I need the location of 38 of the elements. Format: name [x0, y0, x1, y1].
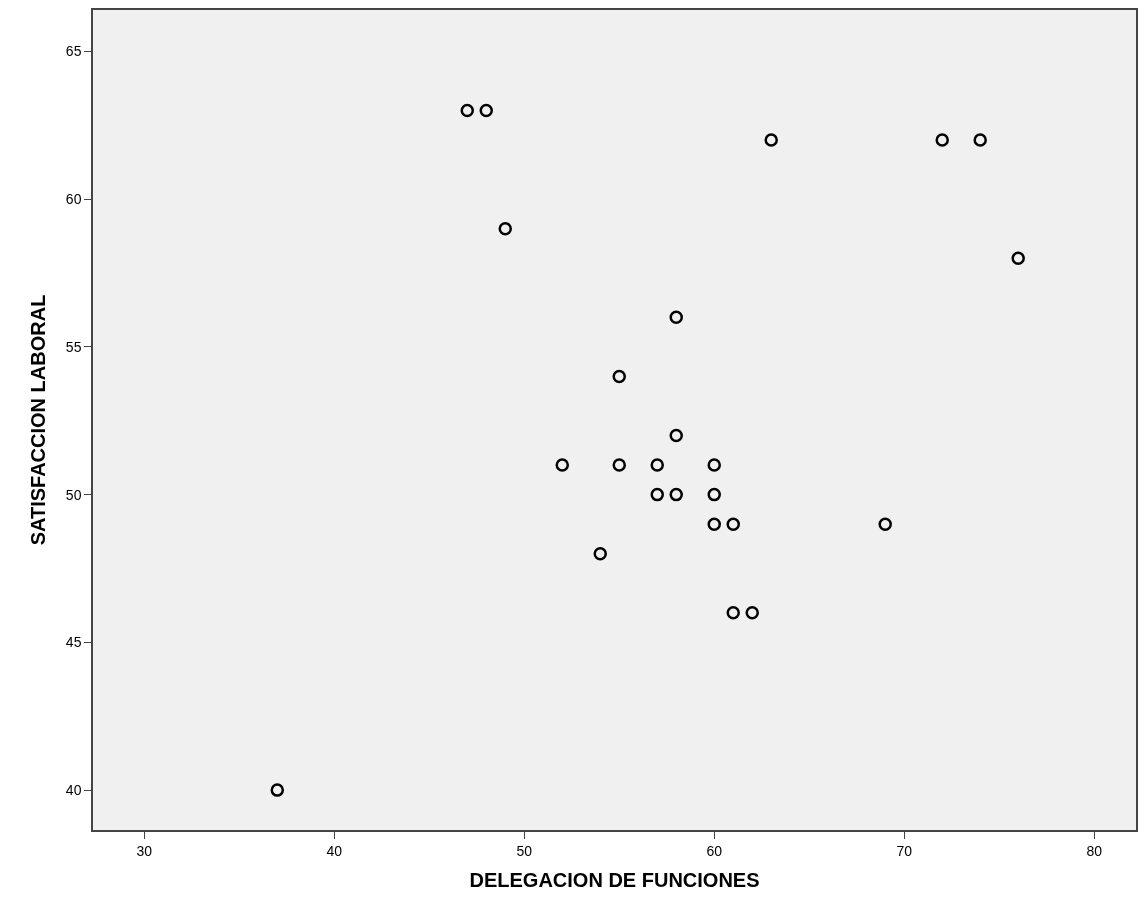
y-tick-label: 55: [65, 338, 82, 355]
point: [878, 517, 892, 531]
x-axis-title: DELEGACION DE FUNCIONES: [469, 868, 760, 891]
point: [764, 133, 778, 147]
point: [270, 783, 285, 797]
point: [935, 133, 949, 147]
point: [612, 458, 626, 472]
y-tick-label: 50: [65, 486, 82, 503]
point: [669, 310, 683, 325]
x-tick-label: 80: [1086, 842, 1103, 859]
x-tick-label: 30: [136, 842, 153, 859]
point: [498, 221, 513, 236]
point: [479, 103, 494, 118]
point: [460, 103, 475, 118]
point: [726, 606, 740, 620]
x-tick-label: 70: [896, 842, 913, 859]
point: [707, 458, 721, 472]
point: [612, 369, 626, 384]
y-axis-title: SATISFACCION LABORAL: [26, 294, 49, 546]
point: [707, 487, 721, 502]
y-tick-label: 65: [65, 43, 82, 60]
point: [1011, 251, 1025, 265]
point: [707, 517, 721, 531]
point: [726, 517, 740, 531]
point: [650, 487, 664, 502]
point: [669, 428, 683, 443]
x-tick-label: 50: [516, 842, 533, 859]
point: [669, 487, 683, 502]
y-tick-label: 40: [65, 782, 82, 799]
y-tick-label: 60: [65, 191, 82, 208]
point: [650, 458, 664, 472]
point: [593, 546, 607, 561]
point: [973, 133, 987, 147]
y-tick-label: 45: [65, 634, 82, 651]
point: [555, 458, 570, 472]
x-tick-label: 60: [706, 842, 723, 859]
point: [745, 606, 759, 620]
x-tick-label: 40: [326, 842, 343, 859]
